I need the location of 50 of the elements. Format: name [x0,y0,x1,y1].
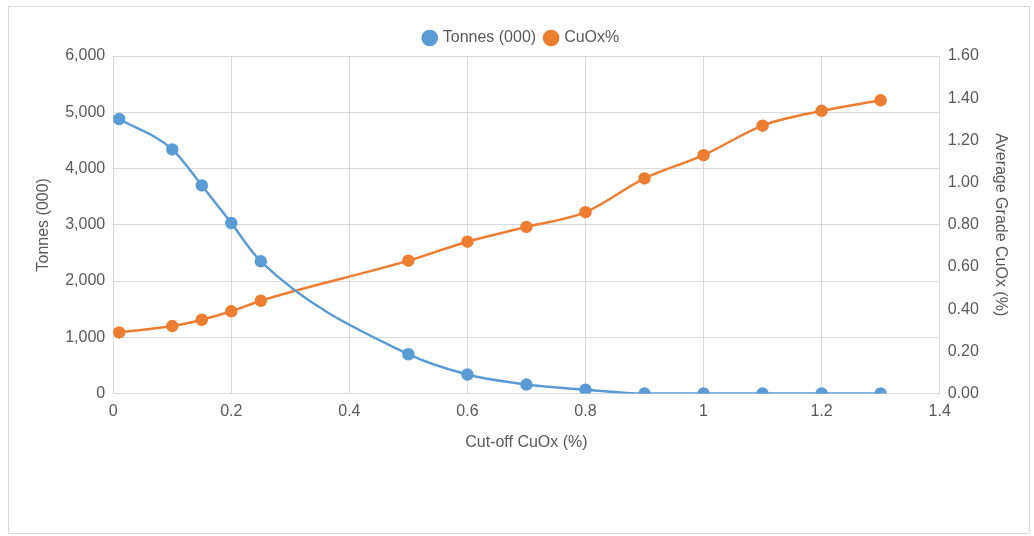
x-tick-label: 1.2 [810,401,833,419]
y-tick-label: 2,000 [65,271,106,289]
point [461,235,474,248]
point [815,104,828,118]
y2-tick-label: 1.60 [947,46,979,64]
point [254,255,268,268]
point [166,143,179,156]
legend-label: CuOx% [564,28,620,46]
y-tick-label: 1,000 [65,327,106,345]
y-tick-label: 5,000 [65,102,106,120]
y2-tick-label: 0.00 [947,384,979,402]
point [579,383,592,394]
y2-tick-label: 0.80 [947,215,979,233]
y-axis-title: Tonnes (000) [34,178,52,272]
point [254,294,268,308]
point [225,216,238,230]
point [579,205,592,219]
point [113,112,126,126]
x-tick-label: 0.2 [220,401,243,419]
point [225,305,238,318]
point [195,179,209,192]
point [195,313,209,326]
y-tick-label: 6,000 [65,46,106,64]
y2-tick-label: 1.40 [947,88,979,106]
legend-label: Tonnes (000) [442,28,537,46]
point [520,220,533,234]
x-tick-label: 0.6 [456,401,479,419]
y2-axis-title: Average Grade CuOx (%) [992,133,1010,317]
point [756,119,769,132]
x-tick-label: 1 [699,401,709,419]
point [402,254,415,267]
y2-tick-label: 0.40 [947,299,979,317]
x-tick-label: 1.4 [928,401,951,419]
x-tick-label: 0.4 [338,401,361,419]
point [874,94,887,107]
point [402,347,415,361]
y2-tick-label: 1.00 [947,173,979,191]
point [113,326,126,339]
y-tick-label: 0 [96,384,106,402]
point [697,148,710,162]
y2-tick-label: 0.20 [947,341,979,359]
y2-tick-label: 0.60 [947,257,979,275]
x-tick-label: 0 [108,401,118,419]
y-tick-label: 4,000 [65,158,106,176]
x-axis-title: Cut-off CuOx (%) [465,432,588,450]
point [638,172,651,185]
x-tick-label: 0.8 [574,401,597,419]
y2-tick-label: 1.20 [947,130,979,148]
point [166,319,179,333]
y-tick-label: 3,000 [65,215,106,233]
